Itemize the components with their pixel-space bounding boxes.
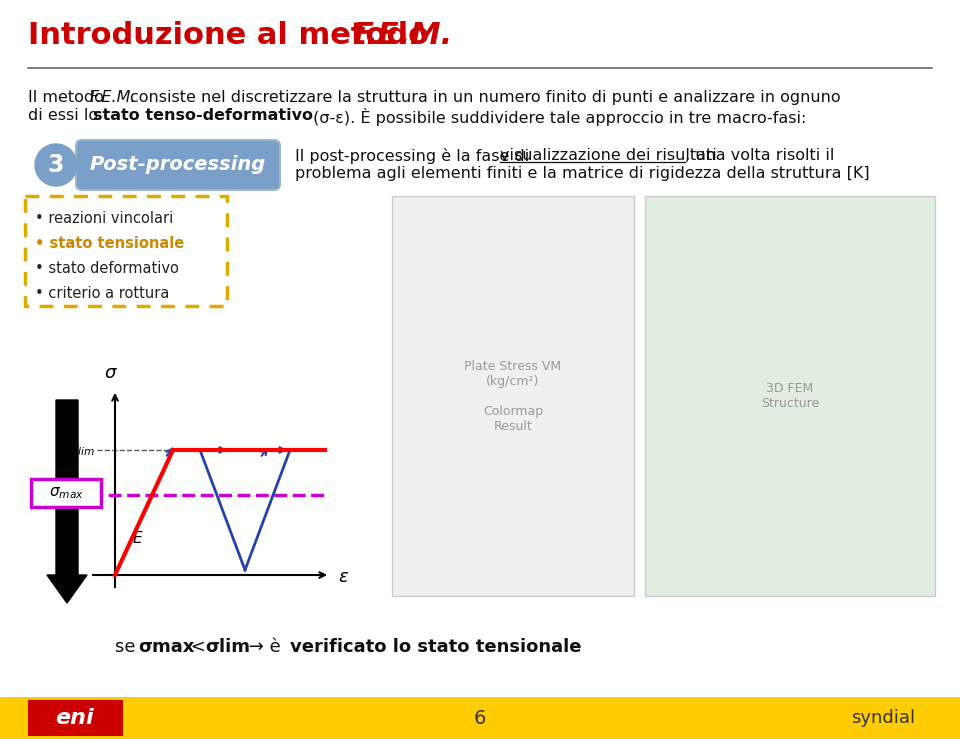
Text: • reazioni vincolari: • reazioni vincolari — [35, 211, 173, 226]
Text: Plate Stress VM
(kg/cm²)

Colormap
Result: Plate Stress VM (kg/cm²) Colormap Result — [465, 359, 562, 432]
Text: stato tenso-deformativo: stato tenso-deformativo — [93, 108, 313, 123]
Text: syndial: syndial — [851, 709, 915, 727]
Text: $\varepsilon$: $\varepsilon$ — [338, 568, 349, 586]
Text: $\sigma$: $\sigma$ — [104, 364, 118, 382]
Text: di essi lo: di essi lo — [28, 108, 104, 123]
Bar — [28, 700, 123, 736]
Text: • stato tensionale: • stato tensionale — [35, 236, 184, 251]
Text: E: E — [132, 531, 142, 546]
Text: → è: → è — [243, 638, 286, 656]
Text: σmax: σmax — [138, 638, 194, 656]
Text: se: se — [115, 638, 141, 656]
FancyBboxPatch shape — [31, 479, 101, 507]
Text: • criterio a rottura: • criterio a rottura — [35, 286, 169, 301]
Text: $\sigma_{lim}$: $\sigma_{lim}$ — [68, 442, 95, 458]
Text: Il post-processing è la fase di: Il post-processing è la fase di — [295, 148, 535, 164]
Text: Il metodo: Il metodo — [28, 90, 109, 105]
Text: 3: 3 — [48, 153, 64, 177]
Text: • stato deformativo: • stato deformativo — [35, 261, 179, 276]
Text: 3D FEM
Structure: 3D FEM Structure — [761, 382, 819, 410]
FancyBboxPatch shape — [76, 140, 280, 190]
Text: , una volta risolti il: , una volta risolti il — [685, 148, 835, 163]
Text: σlim: σlim — [205, 638, 250, 656]
Text: eni: eni — [56, 708, 94, 728]
Text: F.E.M.: F.E.M. — [352, 21, 452, 50]
Text: Post-processing: Post-processing — [90, 155, 266, 174]
Text: visualizzazione dei risultati: visualizzazione dei risultati — [500, 148, 716, 163]
Text: (σ-ε). È possibile suddividere tale approccio in tre macro-fasi:: (σ-ε). È possibile suddividere tale appr… — [308, 108, 806, 126]
Circle shape — [35, 144, 77, 186]
Text: consiste nel discretizzare la struttura in un numero finito di punti e analizzar: consiste nel discretizzare la struttura … — [130, 90, 841, 105]
Text: problema agli elementi finiti e la matrice di rigidezza della struttura [K]: problema agli elementi finiti e la matri… — [295, 166, 870, 181]
Text: verificato lo stato tensionale: verificato lo stato tensionale — [290, 638, 582, 656]
FancyBboxPatch shape — [645, 196, 935, 596]
FancyBboxPatch shape — [392, 196, 634, 596]
Text: $\sigma_{max}$: $\sigma_{max}$ — [49, 485, 84, 501]
Bar — [0, 697, 960, 739]
FancyBboxPatch shape — [25, 196, 227, 306]
Text: 6: 6 — [474, 709, 486, 727]
Polygon shape — [47, 400, 87, 603]
Text: Introduzione al metodo: Introduzione al metodo — [28, 21, 440, 50]
Text: F.E.M.: F.E.M. — [90, 90, 136, 105]
Text: <: < — [185, 638, 211, 656]
